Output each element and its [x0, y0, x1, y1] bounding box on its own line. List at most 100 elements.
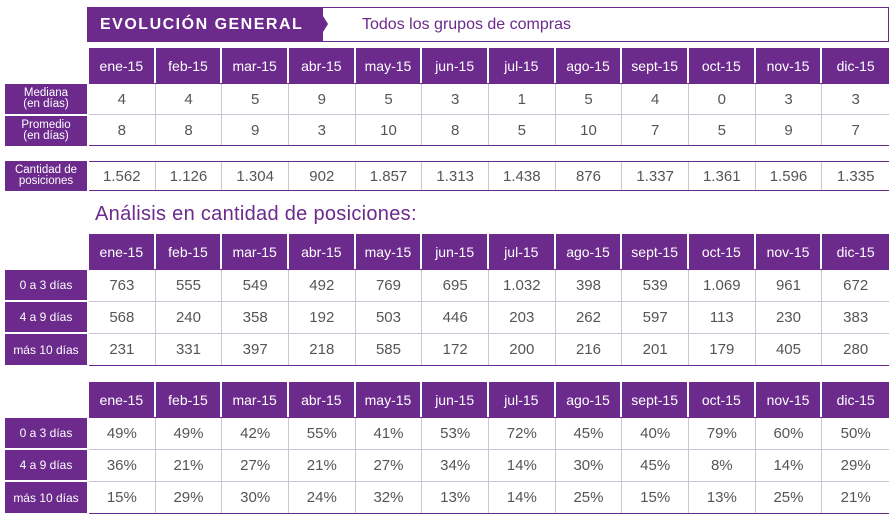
month-header-cell: jun-15: [422, 234, 489, 269]
table-cell: 230: [755, 302, 823, 334]
table-cell: 585: [355, 334, 423, 365]
counts-label-4-9: 4 a 9 días: [5, 302, 87, 332]
table-cell: 8: [422, 115, 489, 145]
percent-month-header: ene-15 feb-15 mar-15 abr-15 may-15 jun-15 jul-…: [89, 382, 889, 417]
table-cell: 10: [555, 115, 623, 145]
table-cell: 21%: [822, 482, 889, 513]
table-cell: 3: [288, 115, 356, 145]
table-cell: 695: [422, 270, 489, 302]
average-label: Promedio (en días): [5, 116, 87, 146]
table-cell: 876: [555, 162, 623, 190]
table-cell: 32%: [355, 482, 423, 513]
month-header-cell: nov-15: [755, 382, 823, 417]
table-cell: 40%: [622, 418, 689, 450]
table-cell: 14%: [488, 450, 556, 482]
table-cell: 3: [822, 84, 889, 115]
table-cell: 30%: [555, 450, 623, 482]
table-cell: 383: [822, 302, 889, 334]
percent-row-4-9: 36% 21% 27% 21% 27% 34% 14% 30% 45% 8% 14% 29%: [89, 450, 889, 482]
table-cell: 201: [622, 334, 689, 365]
month-header-cell: ene-15: [89, 382, 156, 417]
table-cell: 1.126: [155, 162, 223, 190]
table-cell: 79%: [688, 418, 756, 450]
table-cell: 36%: [89, 450, 156, 482]
counts-month-header: ene-15 feb-15 mar-15 abr-15 may-15 jun-15 jul-…: [89, 234, 889, 269]
table-cell: 961: [755, 270, 823, 302]
table-cell: 8: [155, 115, 223, 145]
table-cell: 902: [288, 162, 356, 190]
month-header-cell: mar-15: [222, 382, 289, 417]
table-cell: 4: [89, 84, 156, 115]
table-cell: 29%: [155, 482, 223, 513]
month-header-cell: ago-15: [555, 234, 623, 269]
table-cell: 9: [222, 115, 289, 145]
table-cell: 8: [89, 115, 156, 145]
month-header-cell: feb-15: [155, 234, 223, 269]
table-cell: 240: [155, 302, 223, 334]
table-cell: 15%: [89, 482, 156, 513]
month-header-cell: oct-15: [688, 382, 756, 417]
table-cell: 231: [89, 334, 156, 365]
table-cell: 113: [688, 302, 756, 334]
table-cell: 55%: [288, 418, 356, 450]
percent-row-10plus: 15% 29% 30% 24% 32% 13% 14% 25% 15% 13% 25% 21%: [89, 482, 889, 513]
summary-month-header: ene-15 feb-15 mar-15 abr-15 may-15 jun-15 jul-…: [89, 48, 889, 83]
table-cell: 555: [155, 270, 223, 302]
month-header-cell: sept-15: [622, 48, 689, 83]
table-cell: 1.304: [222, 162, 289, 190]
counts-row-0-3: 763 555 549 492 769 695 1.032 398 539 1.069 961 672: [89, 270, 889, 302]
table-cell: 397: [222, 334, 289, 365]
table-cell: 53%: [422, 418, 489, 450]
table-cell: 7: [822, 115, 889, 145]
month-header-cell: ene-15: [89, 48, 156, 83]
table-cell: 331: [155, 334, 223, 365]
table-cell: 5: [688, 115, 756, 145]
percent-label-4-9: 4 a 9 días: [5, 450, 87, 480]
cantidad-row: 1.562 1.126 1.304 902 1.857 1.313 1.438 876 1.33…: [89, 162, 889, 190]
month-header-cell: ago-15: [555, 382, 623, 417]
month-header-cell: nov-15: [755, 234, 823, 269]
table-cell: 14%: [755, 450, 823, 482]
table-cell: 5: [222, 84, 289, 115]
table-cell: 13%: [688, 482, 756, 513]
table-cell: 41%: [355, 418, 423, 450]
table-cell: 49%: [89, 418, 156, 450]
counts-label-0-3: 0 a 3 días: [5, 270, 87, 300]
table-cell: 24%: [288, 482, 356, 513]
table-cell: 568: [89, 302, 156, 334]
month-header-cell: dic-15: [822, 382, 889, 417]
table-cell: 200: [488, 334, 556, 365]
table-cell: 50%: [822, 418, 889, 450]
table-cell: 446: [422, 302, 489, 334]
table-cell: 15%: [622, 482, 689, 513]
table-cell: 172: [422, 334, 489, 365]
table-cell: 769: [355, 270, 423, 302]
table-cell: 42%: [222, 418, 289, 450]
median-label: Mediana (en días): [5, 84, 87, 114]
table-cell: 45%: [622, 450, 689, 482]
month-header-cell: abr-15: [288, 48, 356, 83]
table-cell: 0: [688, 84, 756, 115]
counts-label-10plus: más 10 días: [5, 334, 87, 365]
table-cell: 5: [355, 84, 423, 115]
table-cell: 30%: [222, 482, 289, 513]
average-row: 8 8 9 3 10 8 5 10 7 5 9 7: [89, 115, 889, 145]
table-cell: 3: [755, 84, 823, 115]
month-header-cell: jun-15: [422, 48, 489, 83]
month-header-cell: nov-15: [755, 48, 823, 83]
month-header-cell: feb-15: [155, 382, 223, 417]
table-cell: 192: [288, 302, 356, 334]
table-cell: 27%: [355, 450, 423, 482]
month-header-cell: feb-15: [155, 48, 223, 83]
table-cell: 9: [288, 84, 356, 115]
table-cell: 179: [688, 334, 756, 365]
table-cell: 1.337: [622, 162, 689, 190]
month-header-cell: sept-15: [622, 382, 689, 417]
month-header-cell: mar-15: [222, 48, 289, 83]
month-header-cell: may-15: [355, 382, 423, 417]
table-cell: 1.562: [89, 162, 156, 190]
table-cell: 597: [622, 302, 689, 334]
month-header-cell: ene-15: [89, 234, 156, 269]
table-cell: 21%: [288, 450, 356, 482]
table-cell: 262: [555, 302, 623, 334]
